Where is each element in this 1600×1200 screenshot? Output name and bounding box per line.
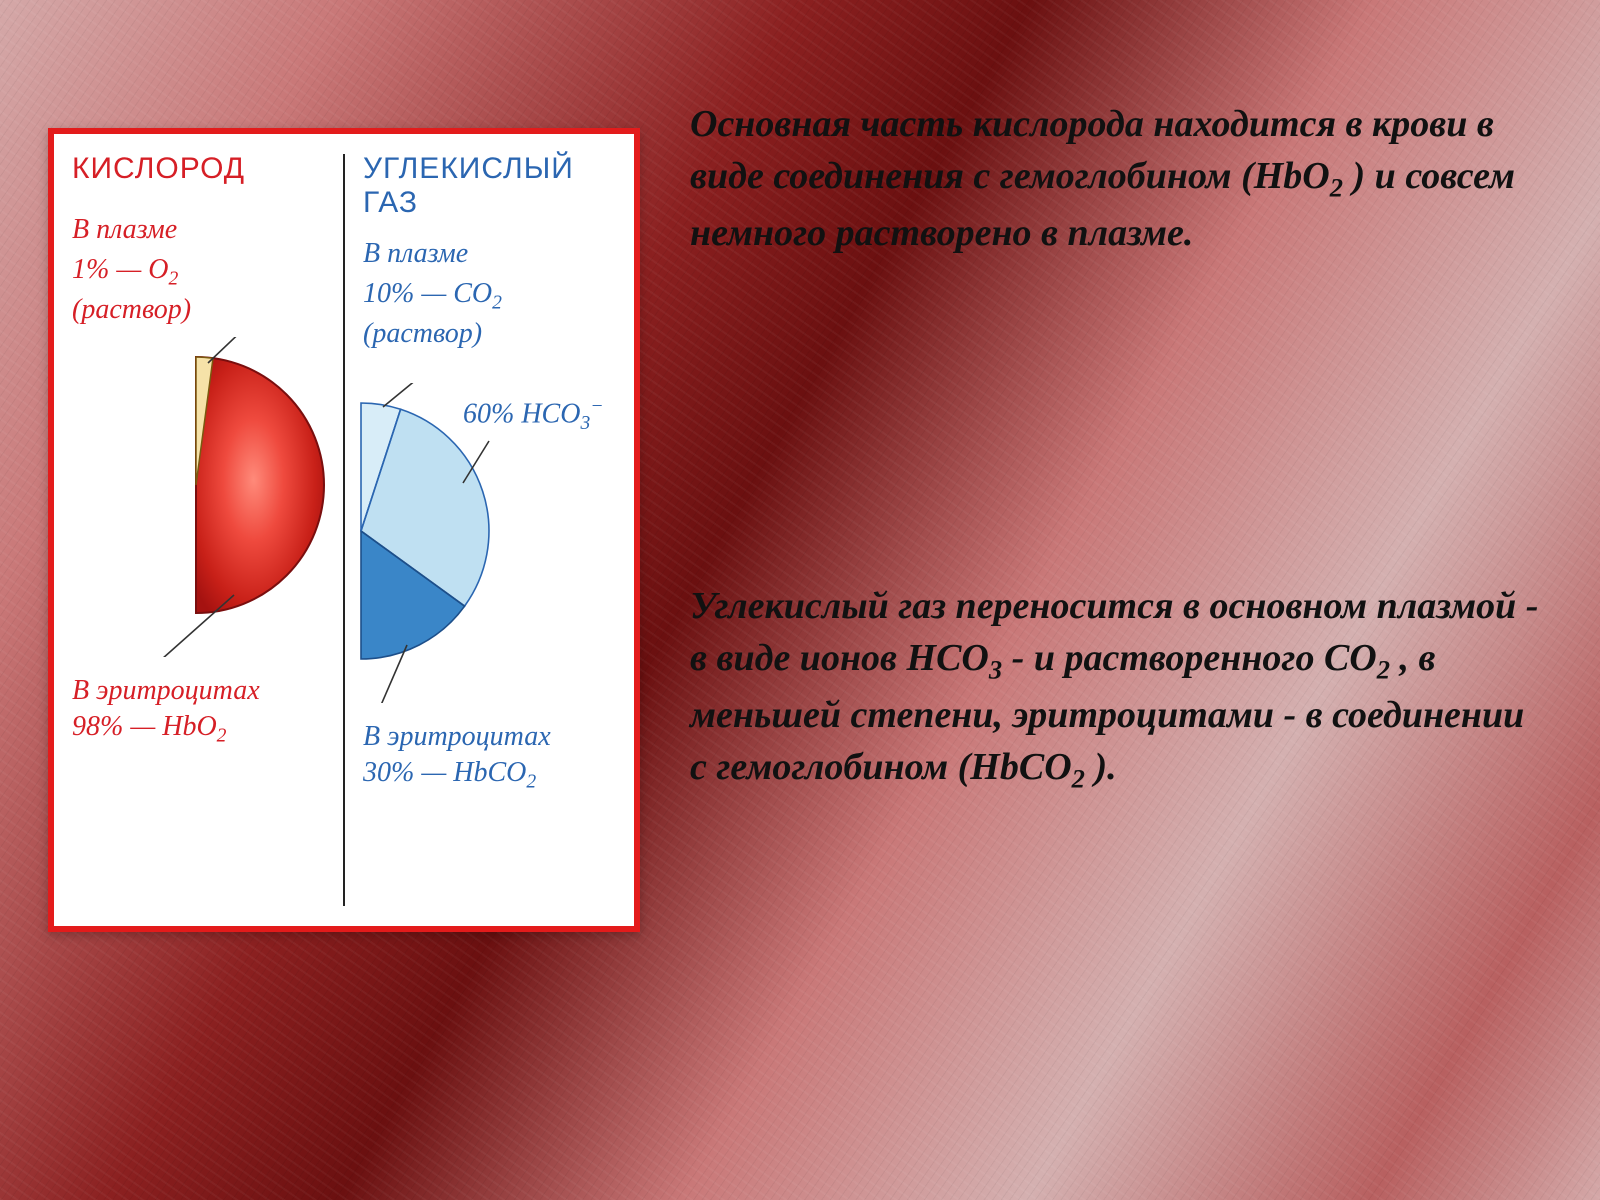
oxygen-footer2: 98% — HbO2 [72,711,333,748]
co2-plasma-paren: (раствор) [363,318,482,349]
oxygen-plasma-sub: 2 [168,269,178,290]
oxygen-plasma-pct: 1% — O [72,254,168,285]
co2-hco3-sup: − [590,396,603,417]
co2-plasma-line: 10% — CO2 (раствор) [363,276,624,351]
oxygen-footer2-sub: 2 [217,726,227,747]
paragraph-oxygen: Основная часть кислорода находится в кро… [690,98,1540,259]
co2-footer1: В эритроцитах [363,721,624,753]
paragraph-co2: Углекислый газ переносится в основном пл… [690,580,1540,797]
co2-footer2-sub: 2 [526,772,536,793]
oxygen-plasma-line: 1% — O2 (раствор) [72,252,333,327]
co2-footer2: 30% — HbCO2 [363,757,624,794]
co2-pie [231,383,491,683]
co2-plasma-pct: 10% — CO [363,278,492,309]
oxygen-title: КИСЛОРОД [72,152,333,186]
co2-column: УГЛЕКИСЛЫЙ ГАЗ В плазме 10% — CO2 (раств… [345,134,634,926]
co2-plasma-sub: 2 [492,293,502,314]
co2-footer2-pct: 30% — HbCO [363,757,526,788]
co2-title: УГЛЕКИСЛЫЙ ГАЗ [363,152,624,220]
oxygen-footer2-pct: 98% — HbO [72,711,217,742]
co2-hco3-sub: 3 [580,413,590,434]
co2-subtitle: В плазме [363,238,624,270]
diagram-card: КИСЛОРОД В плазме 1% — O2 (раствор) [48,128,640,932]
oxygen-plasma-paren: (раствор) [72,294,191,325]
oxygen-subtitle: В плазме [72,214,333,246]
